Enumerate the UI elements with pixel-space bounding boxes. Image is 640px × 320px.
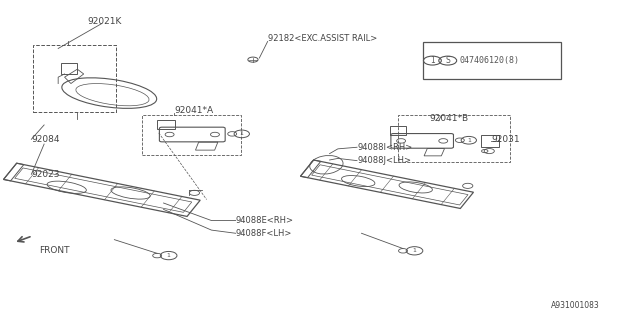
Text: 94088E<RH>: 94088E<RH> — [236, 216, 294, 225]
Text: FRONT: FRONT — [39, 246, 70, 255]
Bar — [481, 134, 499, 147]
Text: 92031: 92031 — [491, 135, 520, 144]
Text: 94088F<LH>: 94088F<LH> — [236, 229, 292, 238]
Bar — [33, 45, 116, 112]
Bar — [143, 116, 241, 155]
Text: 047406120(8): 047406120(8) — [460, 56, 519, 65]
Text: 92041*A: 92041*A — [174, 106, 214, 115]
Text: 92182<EXC.ASSIST RAIL>: 92182<EXC.ASSIST RAIL> — [268, 35, 377, 44]
Text: 94088J<LH>: 94088J<LH> — [357, 156, 411, 165]
Text: 92023: 92023 — [31, 170, 60, 179]
Text: 1: 1 — [240, 132, 244, 136]
Bar — [398, 116, 509, 162]
Text: A931001083: A931001083 — [551, 301, 600, 310]
Text: 1: 1 — [166, 253, 171, 258]
Text: 1: 1 — [467, 138, 471, 143]
Text: 1: 1 — [413, 248, 417, 253]
Text: 94088I<RH>: 94088I<RH> — [357, 143, 412, 152]
Text: 92041*B: 92041*B — [430, 114, 469, 123]
Text: 92084: 92084 — [31, 135, 60, 144]
Text: 1: 1 — [430, 56, 435, 65]
Text: S: S — [445, 56, 450, 65]
Text: 92021K: 92021K — [87, 17, 122, 26]
Bar — [424, 42, 561, 79]
